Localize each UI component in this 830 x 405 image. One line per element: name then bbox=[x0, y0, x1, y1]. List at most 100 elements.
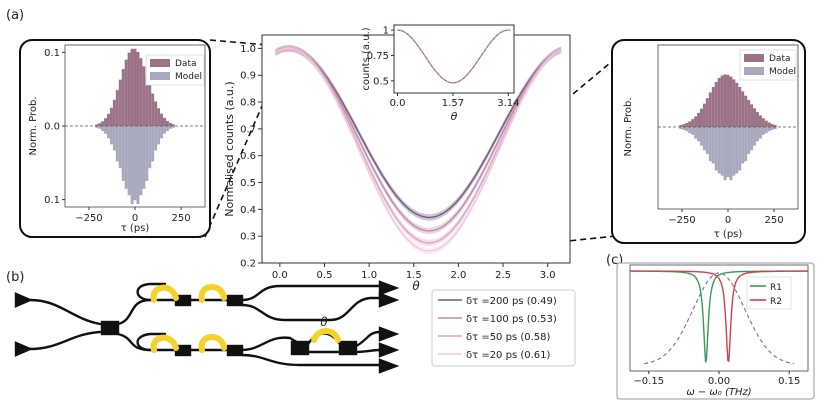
hist-data-bar bbox=[735, 82, 739, 127]
heater-ring-upper-1 bbox=[150, 284, 179, 303]
hist-y-tick-label: 0.1 bbox=[44, 195, 60, 206]
hist-data-bar bbox=[753, 108, 756, 127]
inset-y-tick-label: 1 bbox=[383, 26, 389, 37]
hist-model-bar bbox=[700, 127, 703, 146]
main-series-group bbox=[275, 45, 562, 255]
hist-model-bar bbox=[157, 126, 161, 145]
main-x-tick-label: 0.0 bbox=[272, 270, 288, 281]
panel-label-b: (b) bbox=[6, 270, 24, 285]
hist-model-bar bbox=[741, 127, 745, 164]
main-legend-box bbox=[431, 289, 576, 367]
hist-model-bar bbox=[127, 126, 131, 196]
hist-data-bar bbox=[115, 90, 119, 126]
inset-x-tick-label: 3.14 bbox=[497, 98, 519, 109]
hist-data-bar bbox=[107, 113, 110, 126]
waveguide-upper-loop bbox=[136, 282, 167, 302]
coupler-lower-2 bbox=[226, 344, 244, 357]
filter-ticks: −0.15 0.00 0.15 bbox=[633, 371, 800, 387]
hist-model-bar bbox=[697, 127, 700, 142]
photonic-circuit bbox=[14, 280, 400, 374]
filter-line-r2 bbox=[630, 270, 808, 363]
inset-x-tick-label: 1.57 bbox=[442, 98, 464, 109]
hist-model-bar bbox=[767, 127, 771, 132]
grating-coupler-right-1 bbox=[378, 280, 400, 296]
hist-y-tick-label: 0.0 bbox=[44, 122, 60, 133]
hist-left-x-axis-label: τ (ps) bbox=[121, 223, 150, 234]
grating-coupler-left-top bbox=[14, 292, 34, 308]
hist-data-bar bbox=[691, 119, 695, 127]
heater-ring-upper-2 bbox=[198, 284, 227, 303]
waveguide-mzi-out-top bbox=[354, 330, 382, 348]
hist-model-bar bbox=[118, 126, 122, 169]
hist-x-tick-label: −250 bbox=[668, 215, 695, 226]
hist-data-bar bbox=[95, 124, 99, 126]
filter-chart: −0.15 0.00 0.15 R1 R2 ω − ω₀ (THz) bbox=[616, 262, 815, 400]
heaters bbox=[150, 284, 341, 353]
hist-data-bar bbox=[133, 48, 137, 126]
hist-model-bar bbox=[711, 127, 715, 164]
hist-data-bar bbox=[764, 120, 768, 127]
mzi-coupler-1 bbox=[290, 340, 310, 356]
main-y-tick-label: 0.2 bbox=[240, 259, 256, 270]
hist-left-legend-data-label: Data bbox=[175, 59, 197, 69]
panel-label-a: (a) bbox=[6, 8, 24, 23]
hist-data-bar bbox=[756, 112, 759, 127]
legend-label-50ps: δτ =50 ps (0.58) bbox=[466, 332, 551, 343]
hist-model-bar bbox=[694, 127, 698, 139]
hist-right-x-axis-label: τ (ps) bbox=[714, 229, 743, 240]
hist-left-legend-model-swatch bbox=[150, 72, 170, 80]
hist-data-bar bbox=[744, 95, 748, 127]
hist-left-panel: −250 0 250 0.1 0.0 0.1 Data Model Norm. Prob.… bbox=[19, 39, 211, 238]
hist-x-tick-label: 0 bbox=[132, 213, 138, 224]
hist-model-bar bbox=[744, 127, 748, 162]
legend-label-200ps: δτ =200 ps (0.49) bbox=[466, 296, 557, 307]
waveguide-in-bottom bbox=[28, 330, 102, 351]
hist-model-bar bbox=[148, 126, 152, 169]
inset-series-line-model bbox=[397, 29, 511, 84]
hist-model-bar bbox=[714, 127, 718, 171]
hist-right-legend-model-swatch bbox=[744, 67, 764, 75]
inset-chart: 0.0 1.57 3.14 0.5 0.75 1 θ counts (a.u.) bbox=[361, 24, 519, 123]
main-y-tick-label: 0.6 bbox=[240, 151, 256, 162]
main-x-tick-label: 3.0 bbox=[540, 270, 556, 281]
hist-data-bar bbox=[112, 99, 116, 126]
hist-data-bar bbox=[685, 122, 689, 127]
hist-model-bar bbox=[723, 127, 727, 181]
hist-model-bar bbox=[702, 127, 706, 151]
hist-model-bar bbox=[121, 126, 125, 181]
hist-model-bar bbox=[168, 126, 172, 129]
hist-model-bar bbox=[171, 126, 175, 128]
hist-model-bar bbox=[756, 127, 759, 142]
directional-coupler-input bbox=[100, 320, 120, 336]
main-ticks: 0.0 0.5 1.0 1.5 2.0 2.5 3.00.20.30.40.50.60.70… bbox=[240, 44, 556, 281]
hist-data-bar bbox=[770, 123, 774, 127]
hist-model-bar bbox=[112, 126, 116, 151]
filter-envelope-line bbox=[643, 272, 795, 365]
hist-data-bar bbox=[148, 84, 152, 126]
hist-model-bar bbox=[115, 126, 119, 162]
hist-model-bar bbox=[761, 127, 765, 135]
hist-model-bar bbox=[145, 126, 149, 181]
heater-ring-lower-1 bbox=[150, 334, 179, 353]
hist-data-bar bbox=[127, 52, 131, 127]
hist-data-bar bbox=[732, 79, 736, 127]
hist-model-bar bbox=[139, 126, 143, 196]
hist-data-bar bbox=[171, 124, 175, 126]
main-legend: δτ =200 ps (0.49) δτ =100 ps (0.53) δτ =… bbox=[431, 289, 576, 367]
inset-x-axis-label: θ bbox=[451, 110, 458, 123]
hist-model-bar bbox=[705, 127, 709, 154]
grating-coupler-right-3 bbox=[378, 326, 400, 342]
hist-data-bar bbox=[711, 86, 715, 127]
hist-model-bar bbox=[101, 126, 105, 132]
hist-data-bar bbox=[168, 122, 172, 126]
hist-model-bar bbox=[717, 127, 721, 174]
hist-x-tick-label: 250 bbox=[172, 213, 191, 224]
hist-data-bar bbox=[121, 69, 125, 126]
filter-x-tick-label: 0.00 bbox=[708, 376, 730, 387]
waveguide-mzi-out-bottom bbox=[354, 348, 382, 354]
filter-x-tick-label: 0.15 bbox=[778, 376, 800, 387]
main-y-tick-label: 0.3 bbox=[240, 232, 256, 243]
hist-model-bar bbox=[165, 126, 169, 132]
inset-axes-frame bbox=[393, 24, 515, 94]
mzi-coupler-2 bbox=[338, 340, 358, 356]
